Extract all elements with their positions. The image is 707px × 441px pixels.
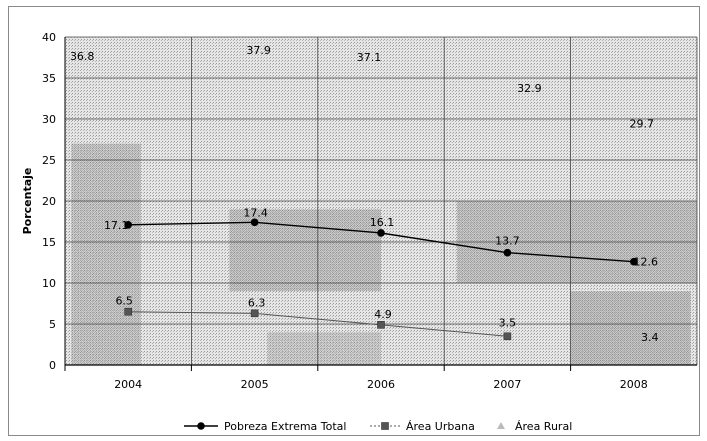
- x-tick-label: 2008: [620, 378, 648, 391]
- data-point: [250, 309, 259, 318]
- legend: Pobreza Extrema Total Área Urbana Área Rur…: [184, 420, 572, 433]
- data-label: 4.9: [374, 308, 392, 321]
- y-axis-label: Porcentaje: [21, 168, 34, 235]
- data-point: [630, 257, 638, 266]
- y-tick-label: 10: [42, 277, 56, 290]
- data-label: 12.6: [634, 256, 659, 269]
- data-label: 16.1: [370, 216, 395, 229]
- y-tick-label: 20: [42, 195, 56, 208]
- data-label: 17.4: [243, 206, 268, 219]
- data-label: 36.8: [70, 50, 95, 63]
- x-tick-label: 2004: [114, 378, 142, 391]
- series-group: [124, 218, 638, 341]
- x-tick-label: 2006: [367, 378, 395, 391]
- data-label: 3.4: [641, 331, 659, 344]
- data-point: [377, 321, 385, 329]
- data-label: 6.5: [115, 295, 133, 308]
- legend-marker: [497, 422, 505, 429]
- legend-marker: [197, 422, 205, 430]
- data-point: [503, 332, 512, 341]
- y-tick-label: 30: [42, 113, 56, 126]
- data-point: [250, 218, 259, 227]
- legend-marker: [381, 422, 389, 430]
- data-point: [124, 307, 132, 316]
- x-tick-label: 2005: [241, 378, 269, 391]
- data-label: 6.3: [248, 296, 266, 309]
- y-tick-label: 5: [49, 318, 56, 331]
- y-tick-label: 35: [42, 72, 56, 85]
- texture-block: [570, 291, 691, 365]
- data-point: [124, 220, 132, 229]
- data-label: 13.7: [495, 235, 520, 248]
- data-label: 3.5: [499, 316, 517, 329]
- data-point: [503, 248, 512, 257]
- series-line-1: [128, 311, 508, 337]
- data-point: [377, 229, 385, 237]
- data-label: 37.9: [246, 44, 271, 57]
- x-tick-label: 2007: [493, 378, 521, 391]
- y-tick-label: 15: [42, 236, 56, 249]
- texture-block: [71, 143, 141, 365]
- legend-label: Pobreza Extrema Total: [224, 420, 346, 433]
- legend-label: Área Urbana: [406, 420, 475, 433]
- y-tick-label: 25: [42, 154, 56, 167]
- y-tick-label: 40: [42, 31, 56, 44]
- data-label: 32.9: [517, 82, 542, 95]
- texture-block: [267, 332, 381, 365]
- data-label: 17.1: [104, 219, 129, 232]
- data-label: 37.1: [357, 51, 382, 64]
- legend-label: Área Rural: [515, 420, 572, 433]
- data-label: 29.7: [630, 117, 655, 130]
- y-tick-label: 0: [49, 359, 56, 372]
- axes: 0 5 10 15 20 25 30 35 40 2004 2005 2006 2007 2008: [42, 31, 697, 391]
- data-labels: 17.1 17.4 16.1 13.7 12.6 6.5 6.3 4.9 3.5 3.4 36.8 3…: [70, 44, 659, 344]
